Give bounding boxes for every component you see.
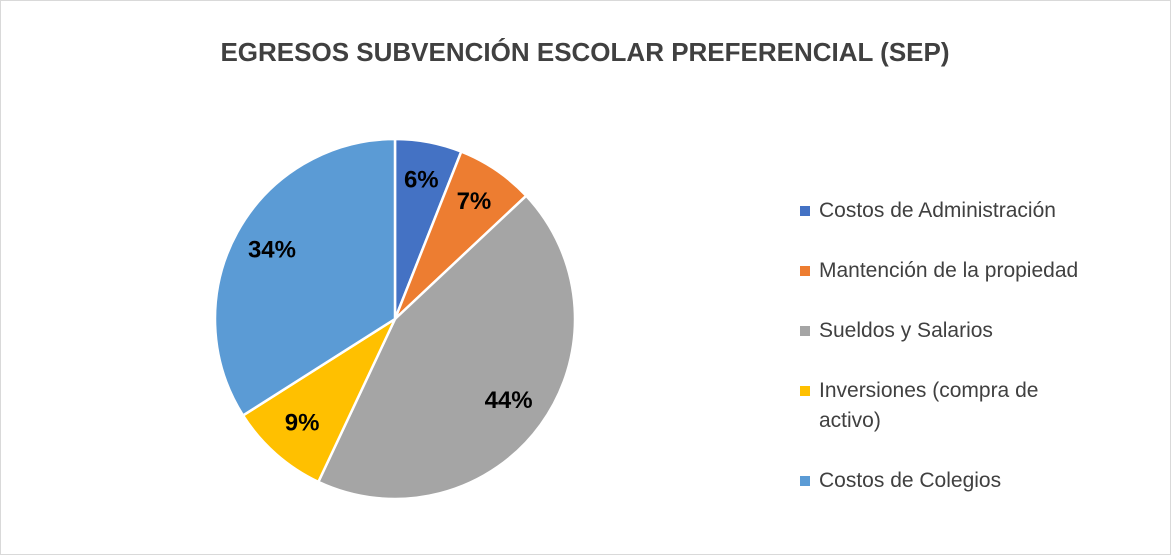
data-label: 44% [485,387,533,414]
legend-swatch [800,206,810,216]
legend-item: Mantención de la propiedad [800,256,1100,286]
pie-slice [241,315,398,484]
data-label: 6% [404,166,439,193]
legend-label: Costos de Administración [819,199,1056,222]
legend-swatch [800,386,810,396]
chart-title: EGRESOS SUBVENCIÓN ESCOLAR PREFERENCIAL … [220,37,949,67]
legend-label: Inversiones (compra de activo) [819,379,1039,432]
legend-swatch [800,326,810,336]
legend-item: Costos de Administración [800,196,1100,226]
legend-label: Costos de Colegios [819,469,1002,492]
legend-swatch [800,266,810,276]
legend-item: Sueldos y Salarios [800,316,1100,346]
legend-item: Inversiones (compra de activo) [800,376,1100,436]
legend-swatch [800,476,810,486]
legend-label: Mantención de la propiedad [819,259,1079,282]
legend-label: Sueldos y Salarios [819,319,993,342]
legend-item: Costos de Colegios [800,466,1100,496]
data-label: 9% [285,410,320,437]
pie-slice [316,194,577,501]
legend: Costos de Administración Mantención de la… [800,196,1100,526]
pie-slice [213,137,397,418]
data-label: 7% [457,188,492,215]
data-label: 34% [248,237,296,264]
